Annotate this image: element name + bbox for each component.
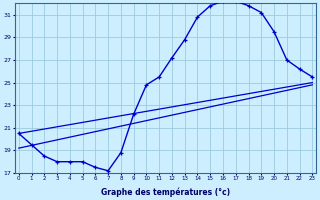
X-axis label: Graphe des températures (°c): Graphe des températures (°c) [101,187,230,197]
